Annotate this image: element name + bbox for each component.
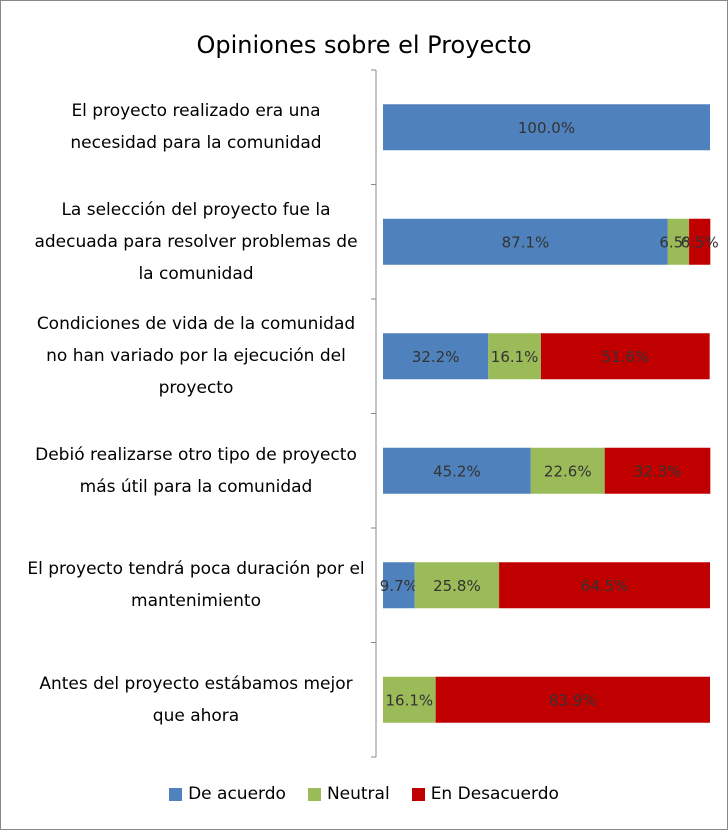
bar-segment [530,447,605,494]
value-label: 32.2% [412,348,460,366]
value-label: 45.2% [433,462,481,480]
bar-segment [383,447,531,494]
value-label: 32.3% [634,462,682,480]
legend-item: Neutral [307,784,390,804]
category-label: El proyecto realizado era una necesidad … [70,101,322,154]
category-label: Condiciones de vida de la comunidad no h… [36,314,356,399]
value-label: 6.5% [659,233,697,251]
legend: De acuerdo Neutral En Desacuerdo [1,784,727,804]
category-label: El proyecto tendrá poca duración por el … [27,559,365,612]
bar-segment [540,333,710,380]
category-label: Debió realizarse otro tipo de proyecto m… [35,444,357,497]
bar-segment [435,676,710,723]
bar-segment [383,676,436,723]
bar-segment [499,562,710,609]
legend-swatch [411,787,425,801]
legend-item: En Desacuerdo [411,784,559,804]
bar-segment [414,562,500,609]
legend-swatch [169,787,183,801]
category-label: La selección del proyecto fue la adecuad… [34,199,358,284]
legend-swatch [307,787,321,801]
value-label: 25.8% [433,577,481,595]
category-label: Antes del proyecto estábamos mejor que a… [39,673,353,726]
chart-title: Opiniones sobre el Proyecto [196,31,532,59]
value-label: 9.7% [380,577,418,595]
legend-item: De acuerdo [169,784,286,804]
value-label: 22.6% [544,462,592,480]
value-label: 64.5% [581,577,629,595]
bar-segment [383,104,710,151]
bar-segment [604,447,711,494]
legend-label: Neutral [326,784,390,804]
legend-label: De acuerdo [188,784,286,804]
value-label: 6.5% [681,233,719,251]
value-label: 51.6% [601,348,649,366]
value-label: 83.9% [549,691,597,709]
value-label: 16.1% [491,348,539,366]
bar-segment [488,333,541,380]
value-label: 16.1% [385,691,433,709]
value-label: 87.1% [502,233,550,251]
bar-segment [689,218,711,265]
bar-segment [667,218,690,265]
legend-label: En Desacuerdo [430,784,559,804]
value-label: 100.0% [518,119,575,137]
bar-segment [383,218,668,265]
bar-segment [383,333,489,380]
bar-segment [383,562,415,609]
